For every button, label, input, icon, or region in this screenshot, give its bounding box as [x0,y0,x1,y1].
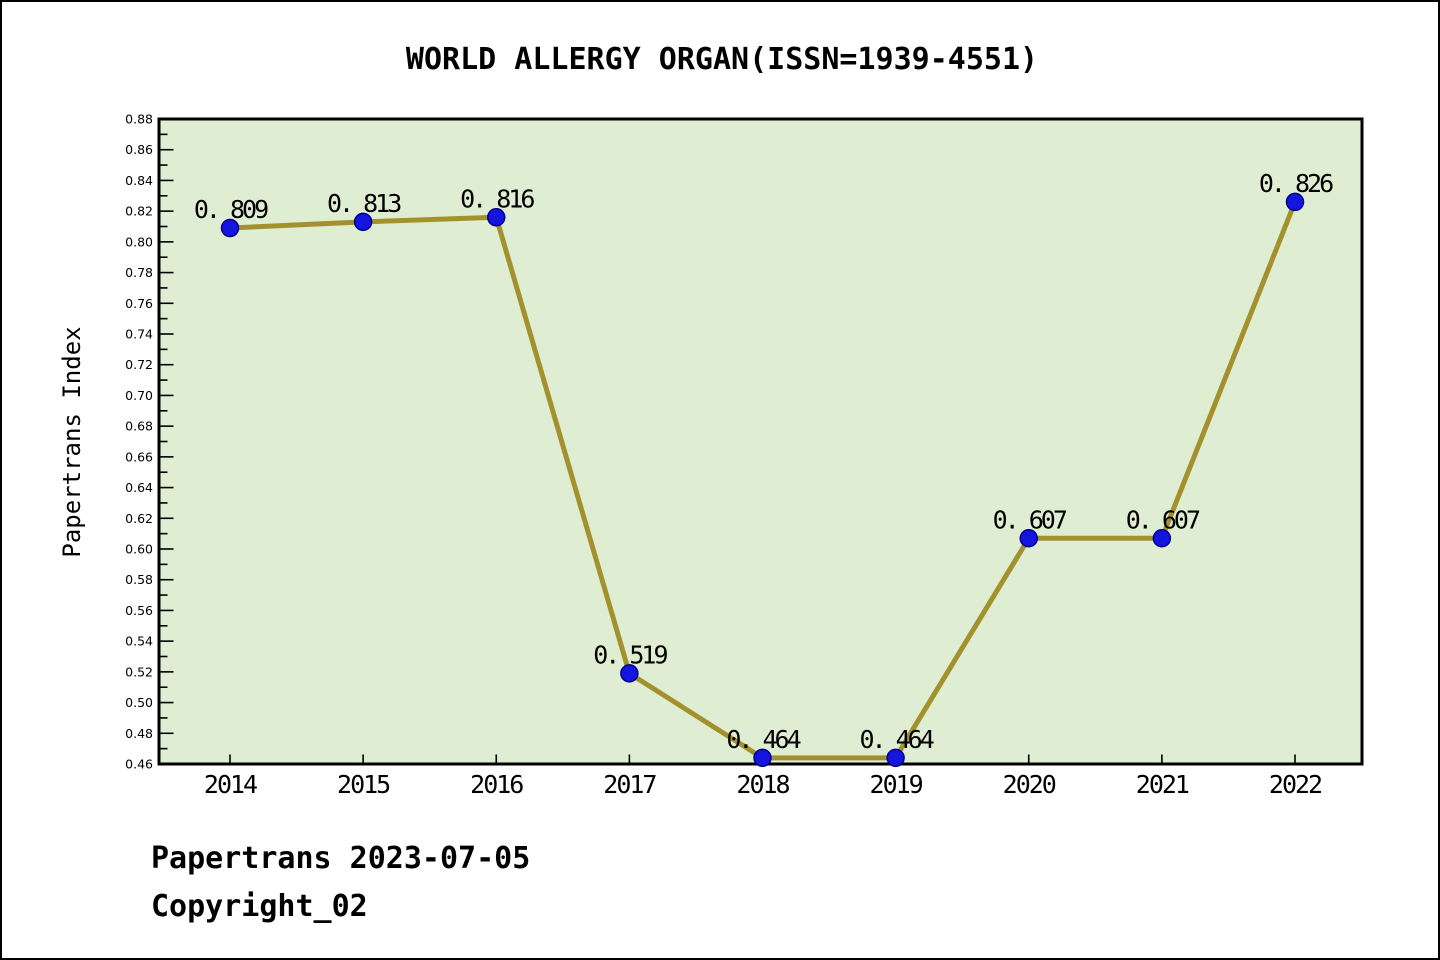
y-tick-label: 0.88 [125,112,153,127]
y-tick-label: 0.52 [125,664,153,679]
x-tick-label: 2022 [1269,770,1321,799]
y-tick-label: 0.68 [125,419,153,434]
y-tick-label: 0.56 [125,603,153,618]
data-point-label: 0. 816 [460,184,534,213]
data-point-label: 0. 464 [859,725,933,754]
data-point-label: 0. 519 [593,640,667,669]
y-tick-label: 0.70 [125,388,153,403]
data-point [620,664,639,683]
data-point-label: 0. 826 [1259,169,1333,198]
data-point [220,218,240,238]
data-point [353,212,373,232]
footer-source-date: Papertrans 2023-07-05 [151,841,531,876]
x-tick-label: 2018 [736,770,789,799]
y-tick-label: 0.74 [125,327,153,342]
y-tick-label: 0.58 [125,572,153,587]
y-tick-label: 0.86 [125,142,153,157]
y-tick-label: 0.62 [125,511,153,526]
x-tick-label: 2016 [470,770,523,799]
y-tick-label: 0.46 [125,757,153,772]
y-tick-label: 0.76 [125,296,153,311]
x-tick-label: 2020 [1003,770,1056,799]
y-tick-label: 0.60 [125,542,153,557]
data-point [1285,192,1305,212]
data-point-label: 0. 813 [327,189,401,218]
y-tick-label: 0.84 [125,173,153,188]
data-point [886,748,905,768]
y-tick-label: 0.66 [125,449,153,464]
data-point [1152,529,1172,548]
footer-copyright: Copyright_02 [151,889,368,924]
data-point-label: 0. 809 [194,195,268,224]
x-tick-label: 2021 [1136,770,1189,799]
y-tick-label: 0.72 [125,357,153,372]
y-tick-label: 0.78 [125,265,153,280]
x-tick-label: 2014 [204,770,257,799]
data-point-label: 0. 464 [726,725,800,754]
data-point-label: 0. 607 [993,505,1067,534]
y-tick-label: 0.50 [125,695,153,710]
y-tick-label: 0.64 [125,480,153,495]
y-tick-label: 0.80 [125,234,153,249]
data-point-label: 0. 607 [1126,505,1200,534]
y-tick-label: 0.48 [125,726,153,741]
x-tick-label: 2015 [337,770,390,799]
data-point [1019,529,1038,548]
x-tick-label: 2019 [870,770,923,799]
data-point [487,208,506,227]
x-tick-label: 2017 [603,770,656,799]
chart-title: WORLD ALLERGY ORGAN(ISSN=1939-4551) [405,42,1039,77]
y-axis-label: Papertrans Index [58,326,86,557]
y-tick-label: 0.82 [125,204,153,219]
y-tick-label: 0.54 [125,634,153,649]
data-point [753,748,772,768]
